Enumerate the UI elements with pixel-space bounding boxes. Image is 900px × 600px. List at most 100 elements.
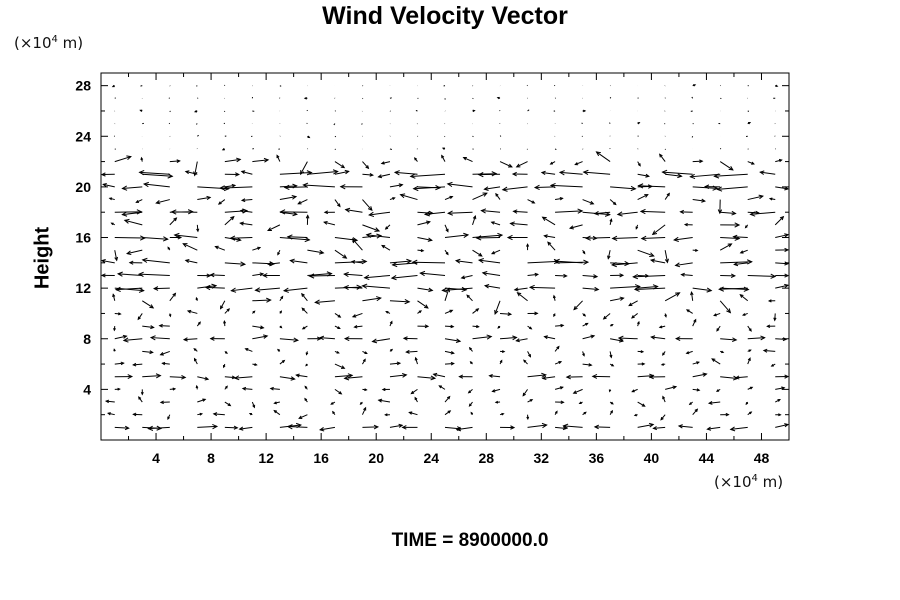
wind-vector — [240, 210, 253, 213]
wind-vector-head — [341, 365, 346, 369]
wind-vector-head — [414, 356, 418, 361]
wind-vector — [441, 155, 446, 162]
wind-vector — [392, 262, 418, 266]
wind-vector — [610, 338, 623, 342]
wind-vector-head — [666, 192, 670, 197]
wind-vector-head — [577, 208, 584, 214]
wind-vector-head — [132, 412, 137, 417]
wind-vector — [637, 249, 654, 257]
wind-vector-head — [583, 313, 587, 317]
wind-vector-head — [582, 251, 586, 255]
wind-vector-head — [725, 412, 730, 417]
wind-vector-head — [645, 173, 650, 178]
wind-vector — [617, 211, 638, 215]
wind-vector-head — [611, 363, 615, 367]
wind-vector-head — [398, 183, 404, 188]
wind-vector — [603, 313, 611, 320]
wind-vector-head — [784, 374, 790, 379]
wind-vector-head — [314, 299, 321, 305]
wind-vector-head — [496, 96, 500, 100]
wind-vector-head — [731, 337, 738, 343]
wind-vector-head — [184, 170, 190, 175]
wind-vector — [220, 300, 226, 309]
wind-vector — [123, 338, 143, 341]
wind-vector-head — [413, 157, 417, 161]
wind-vector-head — [583, 259, 590, 265]
wind-vector-head — [376, 296, 382, 302]
wind-vector-head — [219, 185, 226, 191]
wind-vector — [542, 216, 556, 226]
wind-vector — [569, 224, 583, 229]
wind-vector — [444, 196, 453, 201]
wind-vector — [324, 221, 336, 226]
wind-vector-head — [568, 225, 574, 230]
wind-vector-head — [784, 247, 790, 253]
wind-vector-head — [239, 209, 245, 214]
wind-vector-head — [338, 391, 343, 395]
wind-vector — [472, 215, 476, 226]
wind-vector — [573, 388, 583, 394]
wind-vector-head — [593, 424, 599, 430]
wind-vector-head — [390, 275, 397, 281]
wind-vector-head — [511, 171, 517, 177]
wind-vector — [224, 158, 241, 163]
wind-vector-head — [307, 135, 311, 139]
wind-vector-head — [633, 286, 640, 292]
wind-vector — [448, 211, 473, 214]
wind-vector — [334, 374, 353, 378]
wind-vector — [522, 389, 528, 396]
wind-vector — [664, 193, 670, 200]
x-unit-suffix: m) — [757, 473, 784, 491]
wind-vector — [575, 161, 583, 166]
wind-vector-head — [273, 401, 277, 405]
x-tick-label: 20 — [368, 450, 384, 466]
wind-vector-head — [477, 258, 484, 264]
wind-vector — [279, 196, 297, 201]
wind-vector — [381, 161, 391, 164]
y-tick-label: 4 — [83, 381, 91, 397]
wind-vector-head — [113, 327, 116, 332]
wind-vector-head — [507, 312, 513, 317]
wind-vector-head — [734, 222, 741, 228]
wind-vector-head — [635, 226, 639, 230]
wind-vector-head — [685, 309, 690, 313]
wind-vector — [760, 171, 776, 175]
wind-vector-head — [152, 286, 159, 291]
wind-vector — [609, 122, 611, 124]
wind-vector-head — [554, 410, 558, 414]
wind-vector — [245, 348, 253, 352]
wind-vector-head — [677, 424, 683, 429]
wind-vector-head — [305, 363, 308, 367]
wind-vector-head — [677, 173, 683, 179]
wind-vector — [491, 249, 501, 255]
wind-vector — [114, 156, 132, 163]
wind-vector-head — [470, 411, 474, 415]
wind-vector-head — [240, 198, 246, 203]
wind-vector-head — [318, 427, 325, 432]
wind-vector — [183, 243, 198, 251]
wind-vector — [500, 337, 517, 340]
wind-vector — [555, 210, 583, 213]
wind-vector — [739, 294, 749, 302]
wind-vector-head — [196, 228, 200, 233]
wind-vector — [381, 245, 391, 251]
wind-vector — [472, 249, 483, 257]
wind-vector-head — [494, 400, 499, 404]
wind-vector-head — [230, 287, 237, 293]
wind-vector — [284, 186, 308, 188]
wind-vector — [344, 376, 363, 379]
wind-vector-head — [254, 287, 261, 293]
wind-vector — [472, 336, 492, 340]
wind-vector-head — [263, 157, 270, 163]
wind-vector — [527, 424, 547, 428]
wind-vector — [389, 97, 392, 99]
wind-vector-head — [286, 424, 293, 430]
wind-vector-head — [110, 222, 114, 226]
wind-vector — [142, 237, 168, 240]
wind-vector-head — [389, 320, 393, 324]
wind-vector-head — [393, 170, 400, 176]
wind-vector-head — [122, 334, 128, 339]
wind-vector-head — [446, 395, 451, 400]
wind-vector-head — [233, 425, 239, 430]
wind-vector — [583, 171, 611, 175]
